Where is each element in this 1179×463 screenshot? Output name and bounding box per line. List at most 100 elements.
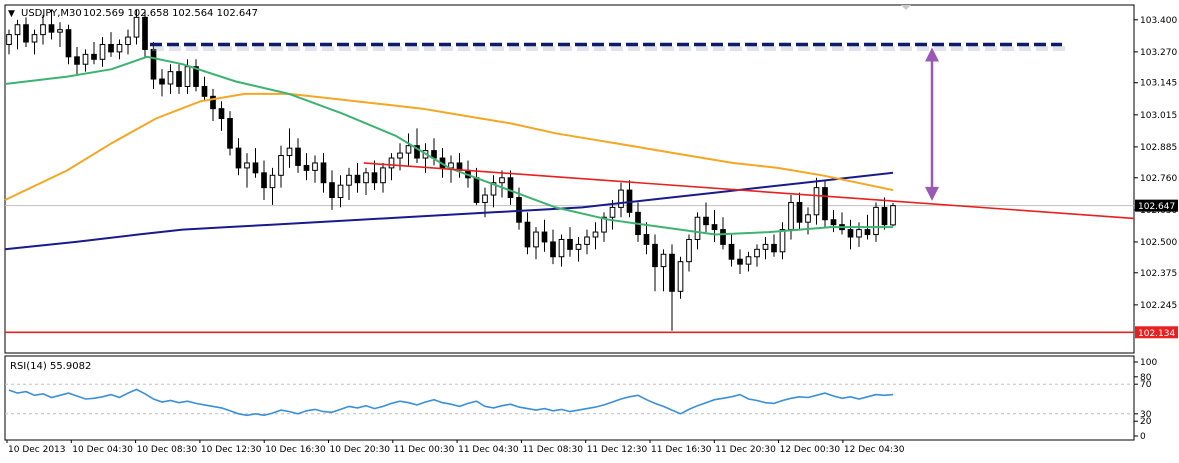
candle-body <box>167 71 174 85</box>
current-price-box <box>1135 199 1178 212</box>
candle-body <box>856 229 862 238</box>
candle-body <box>677 261 684 292</box>
candle-body <box>669 253 675 292</box>
candle-body <box>813 187 820 216</box>
time-tick-label: 11 Dec 20:30 <box>715 445 776 455</box>
scroll-marker-icon[interactable] <box>901 5 911 10</box>
price-tick-label: 102.245 <box>1140 301 1177 311</box>
candle-body <box>159 78 165 85</box>
candle-body <box>873 206 879 236</box>
candle-body <box>779 229 786 253</box>
candle-body <box>575 243 582 250</box>
time-tick-label: 10 Dec 08:30 <box>137 445 198 455</box>
time-tick-label: 11 Dec 08:30 <box>522 445 583 455</box>
candle-body <box>150 48 157 80</box>
candle-body <box>218 108 225 120</box>
candle-body <box>558 238 565 258</box>
candle-body <box>184 66 191 87</box>
time-axis: 10 Dec 2013 10 Dec 04:30 10 Dec 08:30 10 De… <box>6 440 905 455</box>
candle-body <box>99 43 106 60</box>
candle-body <box>703 216 709 226</box>
descending-trendline <box>363 162 1135 220</box>
candle-body <box>397 152 403 159</box>
candle-body <box>652 243 658 268</box>
candle-body <box>643 234 650 245</box>
candle-body <box>550 241 556 258</box>
rsi-tick-label: 70 <box>1140 380 1152 390</box>
candle-body <box>320 162 327 184</box>
support-price-label: 102.134 <box>1138 329 1175 339</box>
candle-body <box>711 224 718 231</box>
candle-body <box>82 53 89 65</box>
candle-body <box>363 172 369 184</box>
rsi-tick-label: 0 <box>1140 432 1146 442</box>
candle-body <box>23 24 29 43</box>
rsi-tick-label: 30 <box>1140 410 1152 420</box>
time-tick-label: 12 Dec 04:30 <box>844 445 905 455</box>
candle-body <box>278 155 284 176</box>
candle-body <box>125 36 131 45</box>
time-tick-label: 10 Dec 16:30 <box>265 445 326 455</box>
dropdown-arrow-icon[interactable]: ▼ <box>8 9 15 19</box>
candle-body <box>31 34 38 43</box>
candle-body <box>864 229 871 236</box>
candle-body <box>745 256 752 265</box>
rsi-line <box>8 388 894 417</box>
candle-body <box>286 147 293 157</box>
time-tick-label: 12 Dec 00:30 <box>780 445 841 455</box>
time-tick-label: 11 Dec 12:30 <box>587 445 648 455</box>
candle-body <box>6 34 12 45</box>
candle-body <box>796 201 803 223</box>
candle-body <box>592 231 599 238</box>
candle-body <box>210 95 216 110</box>
ma-slow-line <box>4 171 894 251</box>
ma-mid-line <box>4 92 894 201</box>
arrow-down-icon <box>925 186 939 201</box>
current-price-label: 102.647 <box>1138 202 1175 212</box>
candle-body <box>881 206 888 226</box>
candle-body <box>541 231 548 243</box>
candle-body <box>601 216 607 233</box>
price-tick-label: 102.375 <box>1140 269 1177 279</box>
candle-body <box>380 167 386 184</box>
candle-body <box>788 201 794 231</box>
candle-body <box>490 182 497 196</box>
candle-body <box>737 258 743 265</box>
candle-body <box>252 162 259 174</box>
support-price-box <box>1135 326 1178 339</box>
candle-body <box>227 118 233 149</box>
candle-body <box>244 162 250 169</box>
candle-body <box>847 229 854 238</box>
candle-body <box>371 172 378 184</box>
price-tick-label: 103.270 <box>1140 48 1177 58</box>
rsi-label: RSI(14) 55.9082 <box>10 361 91 372</box>
candle-body <box>720 229 726 245</box>
price-tick-label: 102.760 <box>1140 174 1177 184</box>
candle-body <box>473 177 480 203</box>
candle-body <box>142 16 148 50</box>
candle-body <box>507 177 514 199</box>
candle-body <box>694 216 701 240</box>
arrow-up-icon <box>925 47 939 62</box>
candle-body <box>830 219 837 226</box>
candle-body <box>201 85 208 97</box>
rsi-tick-label: 80 <box>1140 373 1152 383</box>
candle-body <box>48 24 55 33</box>
candle-body <box>74 56 80 65</box>
price-tick-label: 103.015 <box>1140 111 1177 121</box>
candle-body <box>346 174 352 186</box>
candle-body <box>524 221 531 248</box>
main-panel-frame <box>4 4 1135 354</box>
candle-body <box>303 164 310 171</box>
candle-body <box>584 236 590 245</box>
time-tick-label: 11 Dec 00:30 <box>394 445 455 455</box>
candle-body <box>388 157 395 169</box>
candle-body <box>414 145 420 159</box>
candle-body <box>261 172 267 189</box>
candle-body <box>805 214 811 223</box>
candle-body <box>329 182 335 199</box>
ma-fast-line <box>4 55 893 236</box>
candles-group <box>6 9 896 331</box>
